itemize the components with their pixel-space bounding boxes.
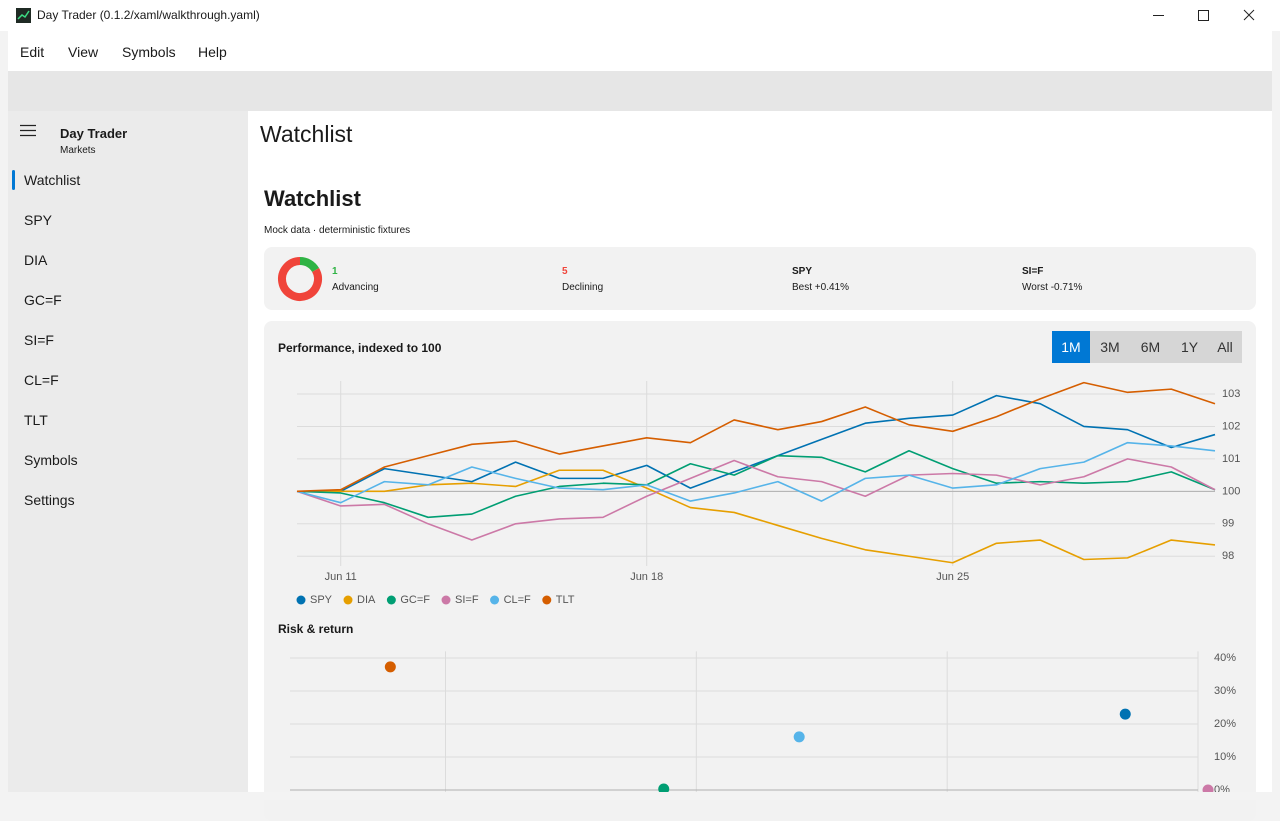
menu-item[interactable]: Edit (20, 44, 45, 60)
nav-item[interactable]: SI=F (24, 332, 54, 348)
scatter-point (1119, 708, 1131, 720)
y-tick-label: 20% (1214, 718, 1236, 730)
legend-label: SPY (310, 594, 333, 606)
y-tick-label: 100 (1222, 485, 1240, 497)
line-series (296, 381, 1216, 493)
nav-item[interactable]: Settings (24, 492, 75, 508)
app-icon-line (17, 10, 30, 20)
nav-item[interactable]: CL=F (24, 372, 59, 388)
advancing-label: Advancing (332, 282, 379, 293)
menu-item[interactable]: Symbols (122, 44, 176, 60)
window-border (1272, 31, 1280, 800)
sidebar (8, 111, 248, 792)
legend-swatch (296, 595, 306, 605)
window-border (0, 792, 1280, 800)
best-text: Best +0.41% (792, 282, 849, 293)
best-symbol: SPY (792, 266, 813, 277)
donut-advancing (299, 257, 320, 273)
legend-label: SI=F (455, 594, 479, 606)
x-tick-label: Jun 18 (630, 571, 663, 583)
nav-item[interactable]: GC=F (24, 292, 62, 308)
line-series (296, 449, 1216, 519)
range-button[interactable]: All (1208, 331, 1242, 363)
app-name: Day Trader (60, 126, 128, 141)
legend-swatch (542, 595, 552, 605)
y-tick-label: 101 (1222, 453, 1240, 465)
legend-swatch (441, 595, 451, 605)
y-tick-label: 98 (1222, 550, 1234, 562)
y-tick-label: 103 (1222, 388, 1240, 400)
toolbar-strip (8, 71, 1272, 111)
y-tick-label: 102 (1222, 420, 1240, 432)
legend-label: TLT (556, 594, 575, 606)
range-button[interactable]: 6M (1130, 331, 1171, 363)
close-button[interactable] (1243, 9, 1255, 21)
declining-count: 5 (562, 266, 568, 277)
scatter-point (658, 783, 670, 795)
page-subtitle: Mock data · deterministic fixtures (264, 225, 411, 236)
nav-item[interactable]: DIA (24, 252, 48, 268)
range-button[interactable]: 3M (1090, 331, 1130, 363)
range-button[interactable]: 1Y (1171, 331, 1208, 363)
menu-item[interactable]: Help (198, 44, 227, 60)
window-title: Day Trader (0.1.2/xaml/walkthrough.yaml) (37, 8, 260, 22)
page-title: Watchlist (264, 186, 361, 211)
legend-swatch (490, 595, 500, 605)
app-subtitle: Markets (60, 145, 96, 156)
y-tick-label: 40% (1214, 652, 1236, 664)
declining-label: Declining (562, 282, 604, 293)
legend-label: DIA (357, 594, 376, 606)
range-button[interactable]: 1M (1052, 331, 1090, 363)
nav-item[interactable]: SPY (24, 212, 53, 228)
donut-declining (278, 257, 322, 301)
chart-title: Performance, indexed to 100 (278, 341, 442, 355)
line-series (297, 469, 1216, 564)
legend-swatch (343, 595, 353, 605)
y-tick-label: 30% (1214, 685, 1236, 697)
x-tick-label: Jun 11 (325, 571, 357, 583)
nav-item[interactable]: TLT (24, 412, 48, 428)
worst-text: Worst -0.71% (1022, 282, 1083, 293)
legend-label: GC=F (400, 594, 430, 606)
chart-card (264, 321, 1256, 821)
legend-swatch (386, 595, 396, 605)
title-icons (16, 8, 1255, 23)
scatter-point (384, 661, 396, 673)
chart-title: Risk & return (278, 622, 354, 636)
page-header: Watchlist (260, 121, 353, 147)
x-tick-label: Jun 25 (936, 571, 969, 583)
advancing-count: 1 (332, 266, 338, 277)
line-series (296, 458, 1216, 541)
y-tick-label: 10% (1214, 751, 1236, 763)
charts: Jun 11 Jun 18 Jun 25 98 99 100 101 102 103 SPY DIA… (278, 257, 1240, 800)
summary-card (264, 247, 1256, 310)
scatter-point (793, 731, 805, 743)
worst-symbol: SI=F (1022, 266, 1044, 277)
title-bar (0, 0, 1280, 31)
line-series (296, 441, 1216, 504)
nav-item[interactable]: Symbols (24, 452, 78, 468)
y-tick-label: 99 (1222, 518, 1234, 530)
menu-item[interactable]: View (68, 44, 99, 60)
line-series (297, 394, 1216, 493)
nav-item[interactable]: Watchlist (24, 172, 81, 188)
app-window: Day Trader (0.1.2/xaml/walkthrough.yaml)… (0, 0, 1280, 800)
legend-label: CL=F (504, 594, 531, 606)
menu-bar (8, 31, 1272, 71)
maximize-button[interactable] (1198, 10, 1209, 21)
